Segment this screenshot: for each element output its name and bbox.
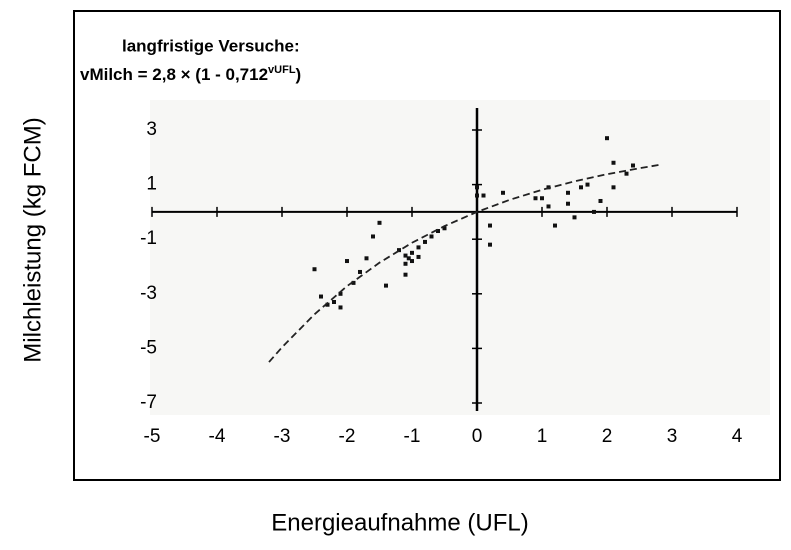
plot-area	[150, 100, 770, 415]
y-tick-label: -1	[140, 228, 157, 249]
data-point	[566, 201, 570, 206]
y-tick-label: -5	[140, 337, 157, 358]
data-point	[403, 272, 408, 277]
data-point	[540, 196, 544, 201]
y-tick-label: 3	[146, 119, 157, 140]
data-point	[566, 190, 570, 195]
formula-close: )	[296, 65, 302, 84]
data-point	[501, 190, 505, 195]
x-tick-label: -1	[404, 426, 421, 447]
data-point	[358, 269, 362, 274]
data-point	[488, 223, 492, 228]
data-point	[406, 256, 411, 261]
data-point	[423, 239, 427, 244]
x-tick-label: -2	[339, 426, 356, 447]
data-point	[312, 267, 317, 272]
data-point	[592, 209, 596, 214]
data-point	[345, 259, 349, 264]
data-point	[410, 259, 414, 264]
data-point	[475, 193, 479, 198]
data-point	[546, 204, 551, 209]
data-point	[332, 299, 336, 304]
data-point	[416, 245, 421, 250]
data-point	[371, 234, 375, 239]
data-point	[488, 242, 492, 247]
data-point	[319, 294, 323, 299]
data-point	[533, 196, 538, 201]
data-point	[384, 283, 388, 288]
y-axis-label: Milchleistung (kg FCM)	[19, 117, 46, 362]
x-tick-label: 2	[602, 426, 613, 447]
data-point	[351, 280, 356, 285]
data-point	[397, 248, 401, 253]
data-point	[416, 254, 421, 259]
formula-base: vMilch = 2,8 × (1 - 0,712	[80, 65, 268, 84]
x-tick-label: 0	[472, 426, 483, 447]
x-tick-label: 1	[537, 426, 548, 447]
x-tick-label: 3	[667, 426, 678, 447]
data-point	[442, 226, 447, 231]
data-point	[410, 250, 414, 255]
fit-curve	[268, 164, 660, 363]
data-point	[429, 234, 434, 239]
data-point	[553, 223, 557, 228]
x-tick-label: -3	[274, 426, 291, 447]
data-point	[377, 220, 382, 225]
data-point	[585, 182, 590, 187]
x-tick-label: -4	[209, 426, 226, 447]
y-tick-label: 1	[146, 174, 157, 195]
data-point	[481, 193, 486, 198]
chart-title: langfristige Versuche:	[122, 36, 300, 55]
formula-exponent: vUFL	[268, 64, 296, 76]
data-point	[611, 160, 616, 165]
data-point	[611, 185, 616, 190]
data-point	[624, 171, 629, 176]
data-point	[598, 198, 603, 203]
x-axis-label: Energieaufnahme (UFL)	[271, 509, 528, 536]
data-point	[338, 305, 343, 310]
y-tick-label: -3	[140, 283, 157, 304]
data-point	[436, 229, 440, 234]
y-tick-label: -7	[140, 392, 157, 413]
x-tick-label: 4	[732, 426, 743, 447]
data-point	[403, 253, 408, 258]
x-tick-label: -5	[144, 426, 161, 447]
data-point	[475, 185, 479, 190]
data-point	[325, 302, 330, 307]
data-point	[631, 163, 635, 168]
data-point	[572, 215, 577, 220]
data-point	[605, 136, 609, 141]
data-point	[364, 256, 369, 261]
data-point	[579, 185, 583, 190]
data-point	[403, 261, 408, 266]
formula: vMilch = 2,8 × (1 - 0,712vUFL)	[80, 64, 301, 85]
data-point	[338, 291, 343, 296]
